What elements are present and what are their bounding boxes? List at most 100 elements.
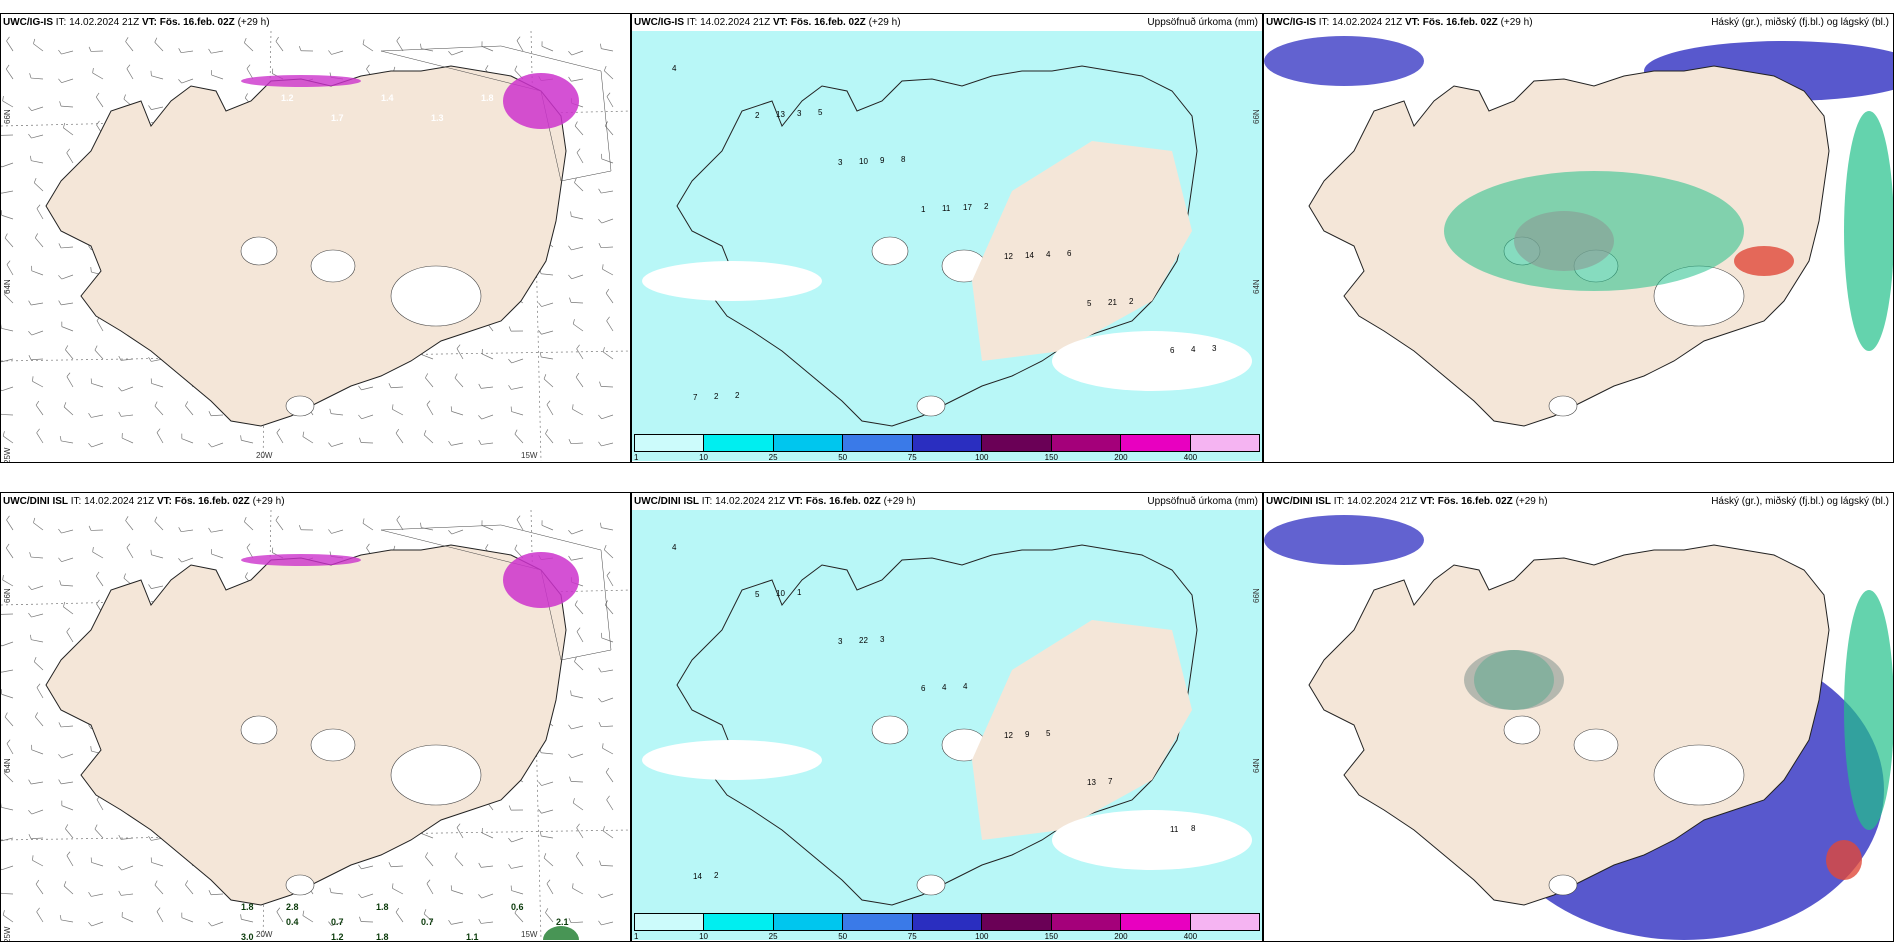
wind-barb — [1, 323, 14, 332]
wind-barb — [181, 433, 194, 444]
wind-barb — [4, 289, 14, 304]
colorbar-tick: 1 — [634, 932, 639, 941]
panel-precip-ig: UWC/IG-IS IT: 14.02.2024 21Z VT: Fös. 16… — [631, 13, 1263, 463]
wind-barb — [36, 204, 44, 220]
glacier-2 — [390, 265, 482, 327]
wind-barb — [28, 612, 44, 618]
wind-barb — [1, 802, 14, 811]
colorbar-swatch — [773, 914, 844, 930]
precip-value: 8 — [901, 155, 906, 164]
wind-barb — [208, 527, 224, 533]
wind-barb — [4, 233, 14, 248]
wind-barb — [302, 910, 314, 923]
wind-barb — [59, 914, 74, 923]
wind-barb — [92, 546, 104, 559]
colorbar-swatch — [635, 914, 705, 930]
precip-value: 2 — [714, 392, 719, 401]
wind-barb — [568, 274, 584, 280]
precip-value: 22 — [859, 636, 868, 645]
colorbar-swatch — [1121, 914, 1191, 930]
wind-barb — [125, 37, 134, 52]
wind-barb — [538, 302, 554, 307]
wind-barb — [211, 549, 224, 559]
wind-value: 3.0 — [241, 932, 254, 940]
mid-cloud — [1264, 515, 1424, 565]
wind-barb — [481, 520, 494, 531]
wind-barb — [36, 907, 44, 923]
wind-barb — [328, 921, 344, 926]
wind-barb — [154, 516, 164, 531]
valid-time: Fös. 16.feb. 02Z — [790, 17, 866, 28]
lat-label: 66N — [3, 588, 12, 603]
precip-value: 14 — [1025, 251, 1034, 260]
wind-barb — [598, 893, 614, 899]
wind-barb — [598, 721, 614, 728]
colorbar-swatch — [1051, 914, 1122, 930]
precip-value: 7 — [1108, 777, 1113, 786]
precip-value: 4 — [1046, 250, 1051, 259]
precip-value: 11 — [1170, 825, 1179, 834]
lead-time: (+29 h) — [237, 17, 270, 28]
wind-barb — [598, 441, 614, 447]
wind-barb — [29, 552, 44, 559]
precip-value: 2 — [984, 202, 989, 211]
colorbar-swatch — [1190, 914, 1259, 930]
wind-barb — [388, 383, 404, 389]
wind-barb — [448, 50, 464, 56]
wind-barb — [33, 178, 44, 192]
icing-area — [503, 552, 579, 608]
wind-barb — [448, 440, 464, 446]
valid-time: Fös. 16.feb. 02Z — [1437, 496, 1513, 507]
wind-barb — [88, 921, 104, 927]
wind-barb — [121, 912, 134, 923]
panel-header: UWC/DINI ISL IT: 14.02.2024 21Z VT: Fös.… — [1266, 496, 1548, 507]
wind-barb — [1, 837, 14, 842]
wind-barb — [6, 36, 14, 52]
wind-barb — [246, 64, 254, 80]
wind-barb — [601, 153, 614, 164]
wind-barb — [574, 656, 584, 671]
wind-barb — [211, 70, 224, 80]
wind-barb — [425, 852, 434, 867]
panel-header: UWC/IG-IS IT: 14.02.2024 21Z VT: Fös. 16… — [634, 17, 901, 28]
wind-barb — [570, 690, 584, 699]
wind-barb — [58, 78, 74, 84]
precip-value: 2 — [1129, 297, 1134, 306]
wind-barb — [88, 525, 104, 531]
iceland-landmass — [45, 65, 567, 427]
wind-barb — [33, 657, 44, 671]
wind-barb — [243, 37, 254, 52]
init-time: IT: 14.02.2024 21Z — [1318, 17, 1403, 28]
dry-sea-patch — [1052, 810, 1252, 870]
wind-barb — [118, 386, 134, 392]
wind-barb — [58, 274, 74, 280]
colorbar-tick: 400 — [1183, 453, 1198, 462]
wind-barb — [1, 162, 14, 168]
wind-barb — [154, 880, 164, 895]
wind-barb — [572, 798, 584, 811]
wind-barb — [598, 667, 614, 673]
precip-value: 2 — [735, 391, 740, 400]
wind-barb — [4, 768, 14, 783]
glacier-0 — [240, 236, 278, 266]
wind-barb — [58, 300, 74, 306]
wind-barb — [329, 408, 344, 416]
wind-barb — [545, 429, 554, 444]
low-cloud-east — [1844, 111, 1893, 351]
wind-barb — [2, 95, 14, 108]
precip-value: 4 — [942, 683, 947, 692]
wind-barb — [29, 73, 44, 80]
wind-barb — [568, 50, 584, 56]
wind-barb — [35, 400, 44, 416]
colorbar-tick: 100 — [975, 453, 989, 462]
panel-header: UWC/IG-IS IT: 14.02.2024 21Z VT: Fös. 16… — [3, 17, 270, 28]
wind-barb — [1, 358, 14, 363]
wind-barb — [423, 909, 434, 923]
panel-precip-dini: UWC/DINI ISL IT: 14.02.2024 21Z VT: Fös.… — [631, 492, 1263, 942]
init-time: IT: 14.02.2024 21Z — [1333, 496, 1418, 507]
panel-wind-ig: UWC/IG-IS IT: 14.02.2024 21Z VT: Fös. 16… — [0, 13, 631, 463]
wind-barb — [478, 918, 494, 924]
wind-barb — [95, 92, 104, 108]
glacier-3 — [916, 395, 946, 417]
dry-area — [972, 141, 1192, 361]
